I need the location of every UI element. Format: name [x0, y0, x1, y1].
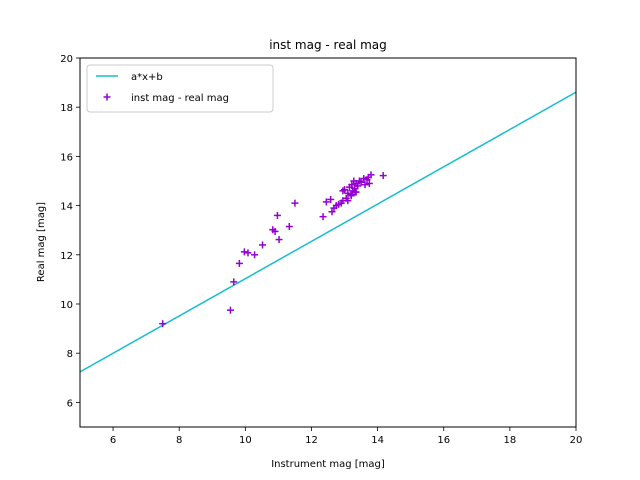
y-tick-label: 16 [60, 152, 73, 163]
x-tick-label: 8 [176, 435, 182, 446]
y-tick-label: 12 [60, 251, 73, 262]
data-point [365, 179, 373, 187]
legend-label-scatter: inst mag - real mag [131, 93, 229, 104]
x-tick-label: 16 [437, 435, 450, 446]
data-point [230, 278, 238, 286]
legend: a*x+b inst mag - real mag [86, 64, 274, 113]
data-point [273, 211, 281, 219]
data-point [352, 188, 360, 196]
data-point [357, 178, 365, 186]
legend-label-fit: a*x+b [131, 72, 163, 83]
data-point [322, 198, 330, 206]
data-point [361, 181, 369, 189]
data-point [275, 236, 283, 244]
y-tick-label: 20 [60, 54, 73, 65]
data-point [226, 306, 234, 314]
data-point [354, 182, 362, 190]
data-point [240, 248, 248, 256]
x-axis-label: Instrument mag [mag] [271, 459, 385, 470]
x-tick-label: 14 [371, 435, 384, 446]
data-point [251, 251, 259, 259]
data-point [344, 197, 352, 205]
legend-marker-swatch [103, 93, 111, 101]
legend-box [86, 64, 274, 113]
y-tick-label: 8 [67, 349, 73, 360]
data-point [348, 181, 356, 189]
data-point [328, 208, 336, 216]
data-point [244, 249, 252, 257]
tick-layer: 6 8 10 12 14 16 18 20 6 8 10 12 14 16 18 20 [60, 54, 582, 446]
chart-title: inst mag - real mag [269, 38, 387, 52]
data-point [339, 187, 347, 195]
x-tick-label: 20 [570, 435, 583, 446]
data-point [327, 195, 335, 203]
data-point [319, 213, 327, 221]
x-tick-label: 12 [305, 435, 318, 446]
data-point [379, 172, 387, 180]
y-tick-label: 14 [60, 202, 73, 213]
data-point [360, 175, 368, 183]
plot-layer [80, 91, 576, 373]
y-tick-label: 10 [60, 300, 73, 311]
data-point [235, 259, 243, 267]
data-point [291, 199, 299, 207]
y-tick-label: 18 [60, 103, 73, 114]
data-point [367, 171, 375, 179]
axes-frame [79, 57, 577, 428]
data-point [259, 241, 267, 249]
data-point [159, 320, 167, 328]
x-tick-label: 6 [110, 435, 116, 446]
y-tick-label: 6 [67, 398, 73, 409]
y-axis-label: Real mag [mag] [36, 202, 47, 282]
data-point [271, 227, 279, 235]
x-tick-label: 18 [503, 435, 516, 446]
x-tick-label: 10 [239, 435, 252, 446]
data-point [285, 223, 293, 231]
data-point [347, 191, 355, 199]
